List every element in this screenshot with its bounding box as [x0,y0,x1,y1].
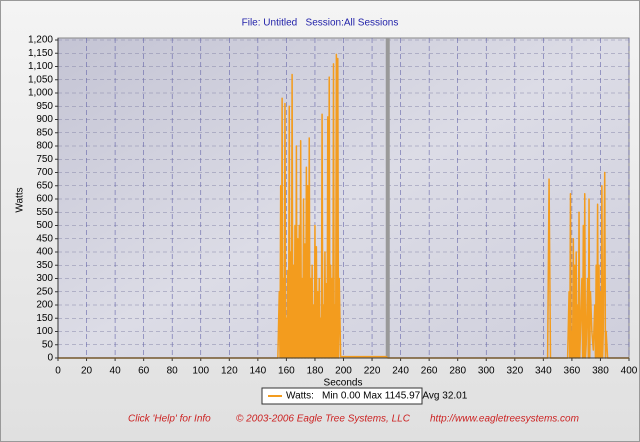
x-tick-label: 80 [167,366,179,377]
y-tick-label: 500 [36,220,53,231]
x-tick-label: 160 [278,366,295,377]
x-tick-label: 40 [110,366,122,377]
y-tick-label: 300 [36,273,53,284]
x-tick-label: 380 [592,366,609,377]
chart-title: File: Untitled Session:All Sessions [242,18,399,29]
x-tick-label: 340 [535,366,552,377]
x-tick-label: 360 [564,366,581,377]
y-tick-label: 50 [42,339,54,350]
y-tick-label: 850 [36,127,53,138]
x-tick-label: 180 [307,366,324,377]
x-tick-label: 260 [421,366,438,377]
y-tick-label: 1,050 [28,74,53,85]
legend-label: Watts: [286,391,314,402]
legend [261,387,423,405]
x-tick-label: 100 [192,366,209,377]
y-tick-label: 700 [36,167,53,178]
y-tick-label: 1,200 [28,35,53,46]
y-tick-label: 950 [36,101,53,112]
y-tick-label: 100 [36,326,53,337]
x-tick-label: 200 [335,366,352,377]
y-tick-label: 650 [36,180,53,191]
y-tick-label: 800 [36,141,53,152]
x-tick-label: 220 [364,366,381,377]
y-tick-label: 750 [36,154,53,165]
y-axis-label: Watts [15,187,26,212]
footer-url: http://www.eagletreesystems.com [430,414,579,425]
y-tick-label: 1,150 [28,48,53,59]
x-tick-label: 280 [449,366,466,377]
y-tick-label: 450 [36,233,53,244]
x-tick-label: 60 [138,366,150,377]
y-tick-label: 600 [36,194,53,205]
y-tick-label: 1,100 [28,61,53,72]
y-tick-label: 200 [36,300,53,311]
y-tick-label: 550 [36,207,53,218]
y-tick-label: 250 [36,286,53,297]
x-tick-label: 140 [250,366,267,377]
y-tick-label: 150 [36,313,53,324]
x-tick-label: 20 [81,366,93,377]
x-tick-label: 300 [478,366,495,377]
y-tick-label: 900 [36,114,53,125]
x-axis-label: Seconds [324,378,363,389]
x-tick-label: 0 [55,366,61,377]
legend-stats: Min 0.00 Max 1145.97 Avg 32.01 [322,391,468,402]
y-tick-label: 350 [36,260,53,271]
x-tick-label: 240 [392,366,409,377]
y-tick-label: 0 [47,353,53,364]
footer-copyright: © 2003-2006 Eagle Tree Systems, LLC [236,414,411,425]
y-tick-label: 400 [36,247,53,258]
y-tick-label: 1,000 [28,88,53,99]
x-tick-label: 400 [621,366,638,377]
x-tick-label: 320 [506,366,523,377]
footer-help: Click 'Help' for Info [128,414,211,425]
x-tick-label: 120 [221,366,238,377]
